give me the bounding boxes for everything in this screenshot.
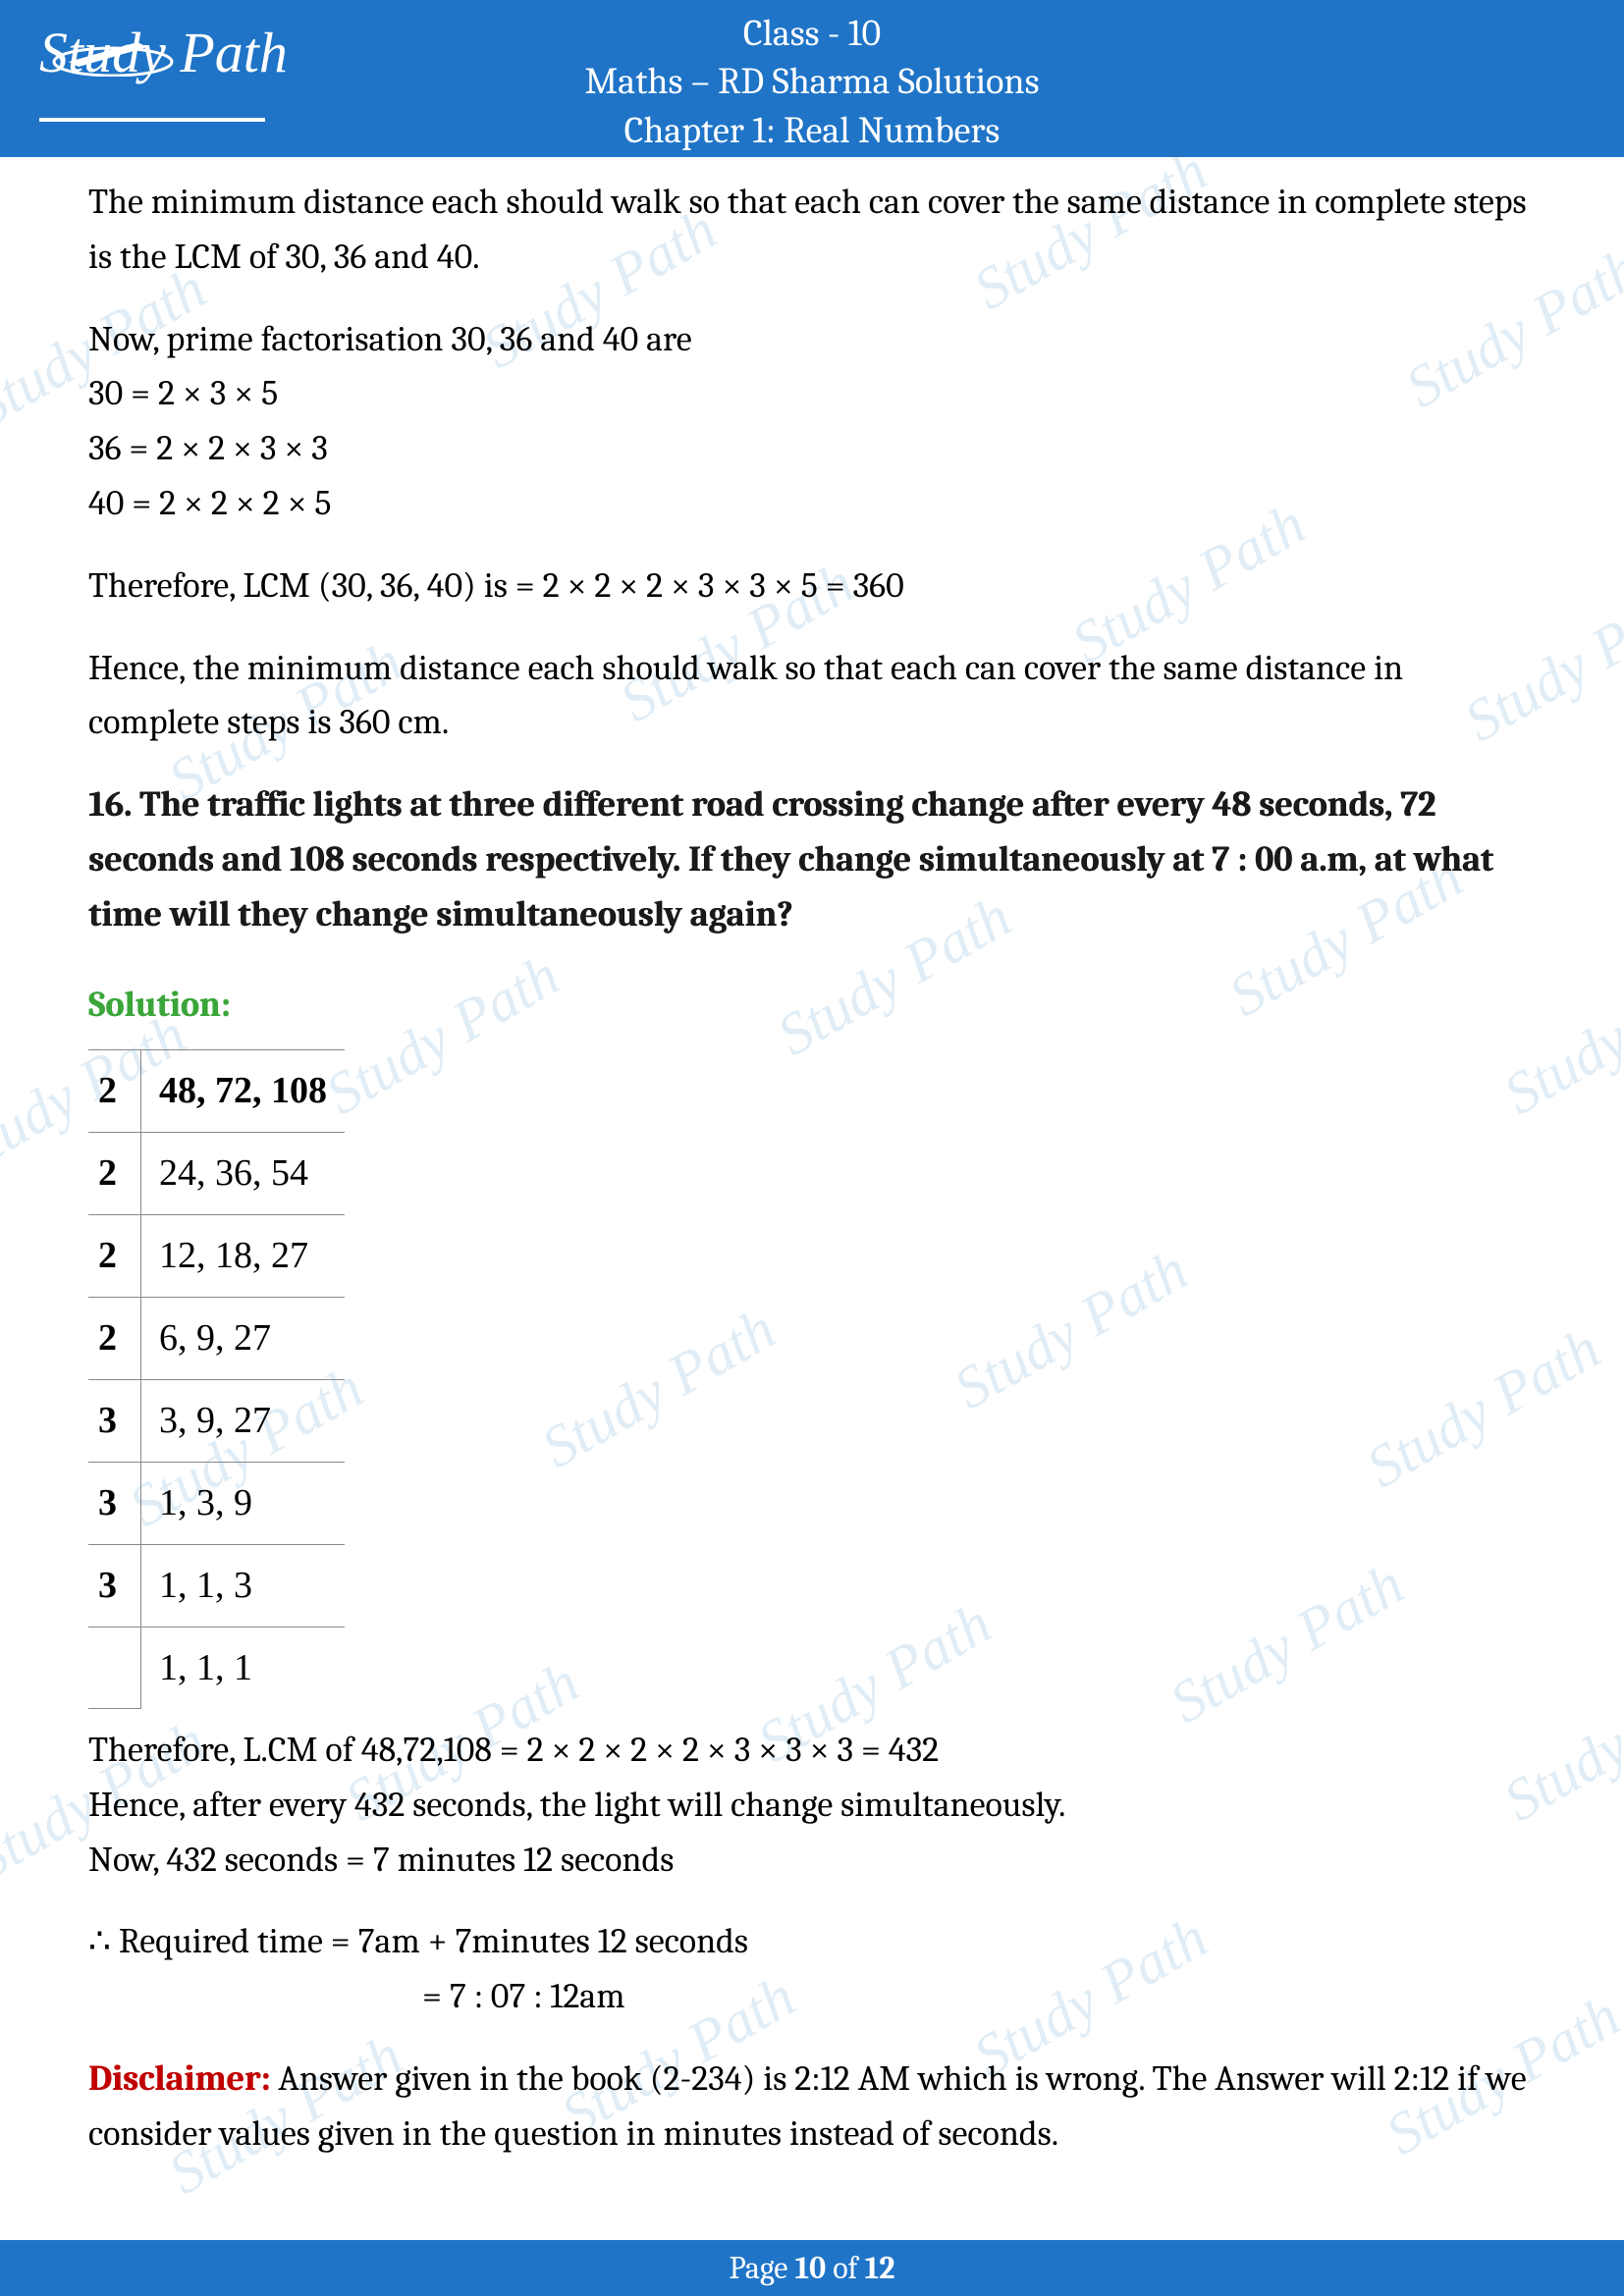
- solution-heading: Solution:: [88, 978, 1536, 1033]
- table-row: 31, 3, 9: [88, 1462, 345, 1544]
- paragraph: Therefore, L.CM of 48,72,108 = 2 × 2 × 2…: [88, 1723, 1536, 1887]
- text-line: Therefore, L.CM of 48,72,108 = 2 × 2 × 2…: [88, 1723, 1536, 1778]
- table-cell: 3, 9, 27: [141, 1379, 346, 1462]
- text-line: Hence, after every 432 seconds, the ligh…: [88, 1778, 1536, 1833]
- disclaimer-label: Disclaimer:: [88, 2058, 270, 2099]
- document-content: The minimum distance each should walk so…: [0, 157, 1624, 2162]
- footer-prefix: Page: [729, 2250, 794, 2286]
- table-row: 1, 1, 1: [88, 1627, 345, 1708]
- text-line: Now, 432 seconds = 7 minutes 12 seconds: [88, 1833, 1536, 1888]
- table-cell: 2: [88, 1133, 141, 1215]
- table-cell: 3: [88, 1544, 141, 1627]
- table-cell: 3: [88, 1379, 141, 1462]
- table-cell: 1, 1, 1: [141, 1627, 346, 1708]
- table-cell: 1, 1, 3: [141, 1544, 346, 1627]
- table-cell: 2: [88, 1298, 141, 1380]
- chapter-title: Chapter 1: Real Numbers: [0, 107, 1624, 155]
- table-cell: [88, 1627, 141, 1708]
- table-cell: 12, 18, 27: [141, 1215, 346, 1298]
- table-row: 224, 36, 54: [88, 1133, 345, 1215]
- text-line: Now, prime factorisation 30, 36 and 40 a…: [88, 312, 1536, 367]
- table-row: 26, 9, 27: [88, 1298, 345, 1380]
- logo-underline: [39, 118, 265, 122]
- disclaimer-text: Answer given in the book (2-234) is 2:12…: [88, 2058, 1527, 2154]
- footer-current-page: 10: [794, 2250, 826, 2286]
- table-row: 248, 72, 108: [88, 1050, 345, 1133]
- table-cell: 6, 9, 27: [141, 1298, 346, 1380]
- table-cell: 2: [88, 1215, 141, 1298]
- table-cell: 3: [88, 1462, 141, 1544]
- table-row: 31, 1, 3: [88, 1544, 345, 1627]
- table-cell: 2: [88, 1050, 141, 1133]
- table-row: 33, 9, 27: [88, 1379, 345, 1462]
- paragraph: Therefore, LCM (30, 36, 40) is = 2 × 2 ×…: [88, 559, 1536, 614]
- paragraph: Hence, the minimum distance each should …: [88, 641, 1536, 751]
- paragraph: ∴ Required time = 7am + 7minutes 12 seco…: [88, 1914, 1536, 2024]
- text-line: 36 = 2 × 2 × 3 × 3: [88, 421, 1536, 476]
- lcm-division-table: 248, 72, 108 224, 36, 54 212, 18, 27 26,…: [88, 1049, 345, 1709]
- text-line: 30 = 2 × 3 × 5: [88, 366, 1536, 421]
- text-line: ∴ Required time = 7am + 7minutes 12 seco…: [88, 1914, 1536, 1969]
- question-text: 16. The traffic lights at three differen…: [88, 777, 1536, 941]
- table-row: 212, 18, 27: [88, 1215, 345, 1298]
- footer-mid: of: [826, 2250, 864, 2286]
- logo-text: Study Path: [39, 20, 288, 85]
- paragraph: The minimum distance each should walk so…: [88, 175, 1536, 285]
- footer-total-pages: 12: [865, 2250, 895, 2286]
- table-cell: 24, 36, 54: [141, 1133, 346, 1215]
- paragraph: Now, prime factorisation 30, 36 and 40 a…: [88, 312, 1536, 531]
- page-header: Study Path Class - 10 Maths – RD Sharma …: [0, 0, 1624, 157]
- text-line: 40 = 2 × 2 × 2 × 5: [88, 476, 1536, 531]
- page-footer: Page 10 of 12: [0, 2240, 1624, 2296]
- table-cell: 48, 72, 108: [141, 1050, 346, 1133]
- disclaimer-paragraph: Disclaimer: Answer given in the book (2-…: [88, 2052, 1536, 2162]
- text-line: = 7 : 07 : 12am: [88, 1969, 1536, 2024]
- table-cell: 1, 3, 9: [141, 1462, 346, 1544]
